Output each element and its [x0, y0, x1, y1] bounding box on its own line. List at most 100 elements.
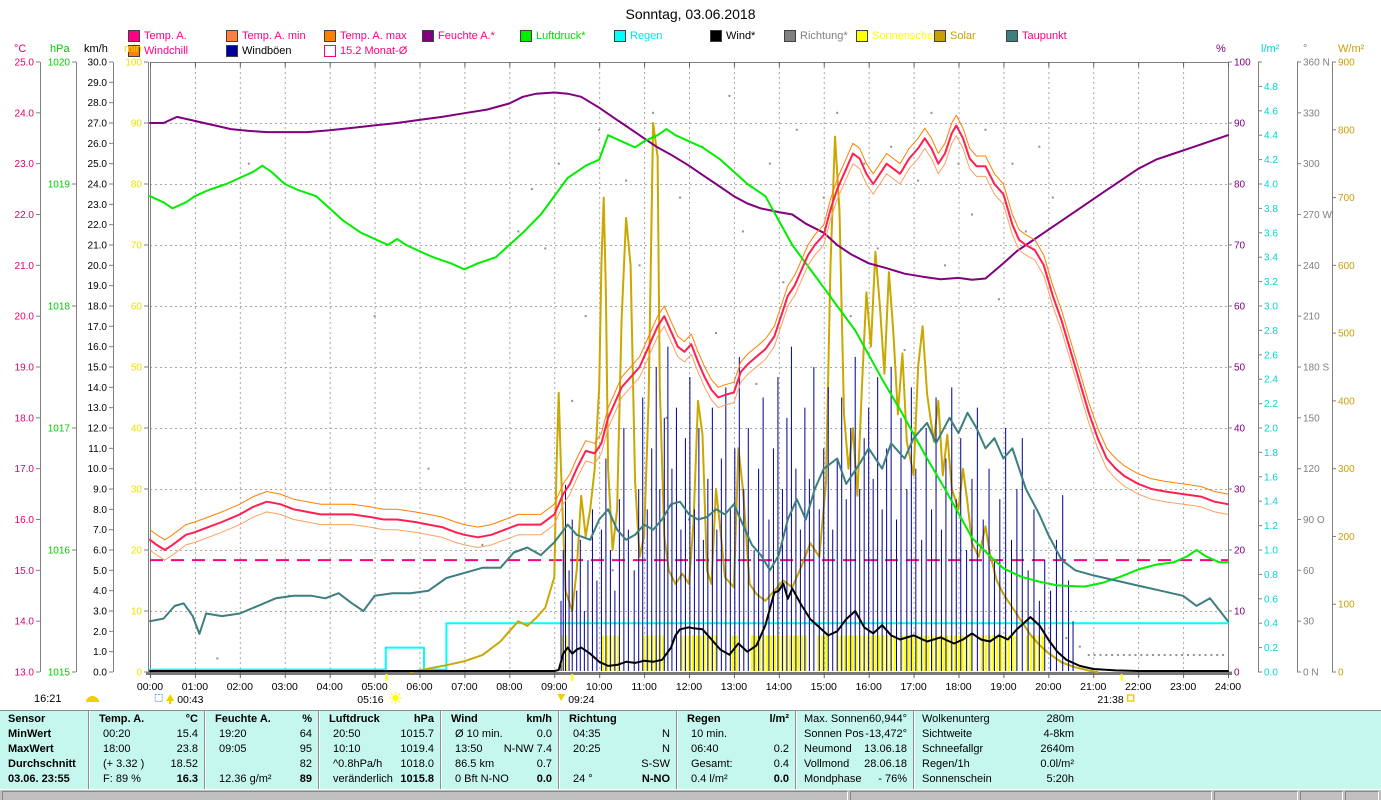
sun-moon-markers: 00:43 05:16 09:24 21:38: [154, 674, 1135, 706]
down-arrow-icon: [557, 694, 566, 701]
svg-text:0: 0: [1234, 668, 1240, 679]
legend-label: Wind*: [726, 29, 756, 42]
row-label: 03.06. 23:55: [8, 773, 70, 785]
svg-text:13:00: 13:00: [721, 681, 747, 693]
stats-info-col-1: Max. Sonnen 60,944° Sonnen Pos -13,472° Neum…: [795, 711, 914, 789]
value-label: 0 Bft N-NO: [455, 773, 509, 785]
svg-text:100: 100: [1338, 600, 1355, 611]
value-label: 20:50: [333, 728, 361, 740]
svg-text:100: 100: [1234, 58, 1251, 69]
svg-text:06:00: 06:00: [406, 681, 432, 693]
svg-text:30.0: 30.0: [88, 58, 108, 69]
col-header: Richtung: [569, 713, 617, 725]
svg-text:4.8: 4.8: [1264, 82, 1278, 93]
svg-text:09:00: 09:00: [541, 681, 567, 693]
sun-tick-icon: [385, 674, 388, 681]
value-label: 24 °: [573, 773, 593, 785]
svg-text:29.0: 29.0: [88, 78, 108, 89]
svg-text:40: 40: [131, 424, 143, 435]
svg-text:20.0: 20.0: [15, 312, 35, 323]
svg-text:70: 70: [131, 241, 143, 252]
svg-text:330: 330: [1303, 108, 1320, 119]
x-tick-labels: 00:00 01:00 02:00 03:00 04:00 05:00 06:00 07:00…: [137, 681, 1241, 693]
moon-box-icon: [154, 694, 163, 702]
svg-text:2.0: 2.0: [1264, 424, 1278, 435]
info-value: 2640m: [1040, 743, 1074, 755]
legend-item-richtung-: Richtung*: [784, 29, 848, 42]
svg-text:80: 80: [1234, 180, 1246, 191]
series-temp-a-max: [149, 114, 1229, 541]
legend-swatch-icon: [128, 44, 140, 57]
svg-text:8.0: 8.0: [93, 505, 107, 516]
value: N-NO: [641, 773, 670, 785]
svg-text:3.4: 3.4: [1264, 253, 1278, 264]
svg-text:1.2: 1.2: [1264, 521, 1278, 532]
svg-text:00:00: 00:00: [137, 681, 163, 693]
info-value: 280m: [1046, 713, 1074, 725]
legend-item-windb-en: Windböen: [226, 44, 292, 57]
svg-text:27.0: 27.0: [88, 119, 108, 130]
value: 0.4: [773, 758, 789, 770]
value: 15.4: [176, 728, 198, 740]
value-label: 18:00: [103, 743, 131, 755]
value: N-NW 7.4: [503, 743, 552, 755]
info-label: Schneefallgr: [922, 743, 984, 755]
legend-item-sonnenschein: Sonnenschein: [856, 29, 942, 42]
svg-text:12:00: 12:00: [676, 681, 702, 693]
series-temp-a-min: [149, 135, 1229, 561]
svg-text:0 N: 0 N: [1303, 668, 1319, 679]
legend-item-temp-a-min: Temp. A. min: [226, 29, 306, 42]
svg-text:20: 20: [1234, 546, 1246, 557]
legend-label: Windchill: [144, 44, 189, 57]
info-value: -13,472°: [865, 728, 907, 740]
col-unit: l/m²: [769, 713, 789, 725]
svg-text:100: 100: [125, 58, 142, 69]
svg-text:4.0: 4.0: [1264, 180, 1278, 191]
stats-col-feuchte-a-: Feuchte A.% 19:20 64 09:05 95 82 12.36 g/m² 89: [204, 711, 319, 789]
svg-text:21:00: 21:00: [1080, 681, 1106, 693]
svg-text:7.0: 7.0: [93, 525, 107, 536]
svg-text:240: 240: [1303, 261, 1320, 272]
svg-text:1015: 1015: [48, 668, 71, 679]
svg-text:5.0: 5.0: [93, 566, 107, 577]
value-label: 0.4 l/m²: [691, 773, 728, 785]
value-label: veränderlich: [333, 773, 393, 785]
legend-swatch-icon: [128, 29, 140, 42]
svg-text:23:00: 23:00: [1170, 681, 1196, 693]
svg-text:900: 900: [1338, 58, 1355, 69]
status-bar: [0, 789, 1381, 800]
svg-text:150: 150: [1303, 413, 1320, 424]
series-wind: [149, 582, 1229, 672]
value: 0.0: [536, 728, 552, 740]
svg-text:90: 90: [1234, 119, 1246, 130]
svg-text:15.0: 15.0: [88, 363, 108, 374]
marker-time: 21:38: [1097, 694, 1123, 706]
svg-text:4.2: 4.2: [1264, 155, 1278, 166]
legend-label: Temp. A. max: [340, 29, 407, 42]
svg-text:400: 400: [1338, 396, 1355, 407]
value: S-SW: [641, 758, 670, 770]
svg-text:1.8: 1.8: [1264, 448, 1278, 459]
svg-text:W/m²: W/m²: [1338, 43, 1365, 55]
legend-swatch-icon: [324, 29, 336, 42]
value: 1018.0: [400, 758, 434, 770]
col-header: Luftdruck: [329, 713, 380, 725]
legend-swatch-icon: [784, 29, 796, 42]
svg-text:60: 60: [131, 302, 143, 313]
svg-text:3.0: 3.0: [93, 607, 107, 618]
row-label: MaxWert: [8, 743, 54, 755]
svg-text:13.0: 13.0: [88, 403, 108, 414]
value: 23.8: [176, 743, 198, 755]
svg-text:1020: 1020: [48, 58, 71, 69]
sun-tick-icon: [571, 674, 574, 681]
legend-label: Temp. A. min: [242, 29, 306, 42]
svg-text:1.0: 1.0: [93, 647, 107, 658]
svg-text:300: 300: [1303, 159, 1320, 170]
axis-minutes: 0 10 20 30 40 50 60 70 80 90 100 min: [124, 43, 149, 679]
value: 16.3: [176, 773, 198, 785]
svg-text:19:00: 19:00: [990, 681, 1016, 693]
svg-text:3.8: 3.8: [1264, 204, 1278, 215]
svg-text:0: 0: [136, 668, 142, 679]
svg-text:hPa: hPa: [50, 43, 70, 55]
legend-swatch-icon: [422, 29, 434, 42]
